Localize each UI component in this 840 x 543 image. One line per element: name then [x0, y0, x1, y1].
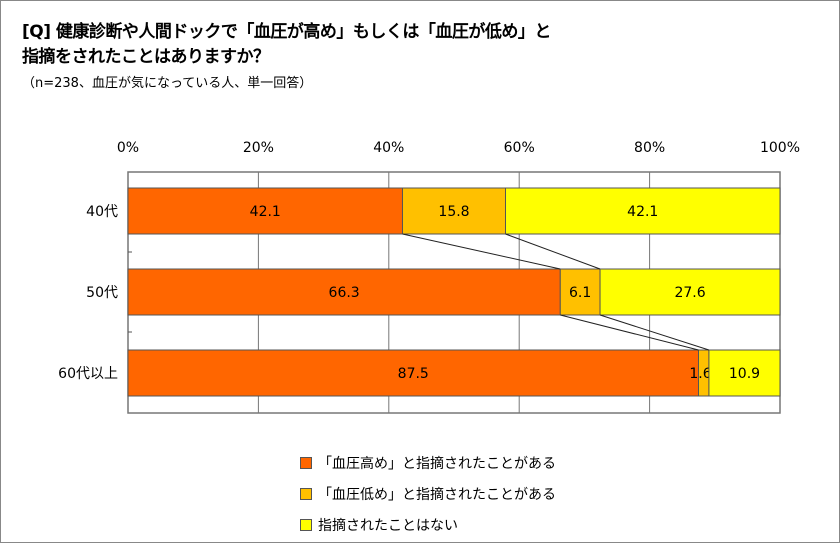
- x-tick-label: 40%: [373, 140, 404, 156]
- bar-segment: [559, 268, 601, 316]
- bar-segment: [127, 187, 403, 235]
- x-tick-label: 20%: [243, 140, 274, 156]
- data-label: 15.8: [438, 204, 469, 220]
- bar-segment: [127, 349, 699, 397]
- legend: 「血圧高め」と指摘されたことがある 「血圧低め」と指摘されたことがある 指摘され…: [300, 447, 556, 540]
- legend-swatch: [300, 456, 312, 469]
- data-label: 1.6: [689, 366, 711, 382]
- bar-segment: [127, 268, 561, 316]
- legend-item-low: 「血圧低め」と指摘されたことがある: [300, 478, 556, 509]
- data-label: 66.3: [329, 285, 360, 301]
- data-label: 87.5: [398, 366, 429, 382]
- x-tick-label: 60%: [504, 140, 535, 156]
- bar-segment: [708, 349, 781, 397]
- series-line: [505, 233, 601, 270]
- bar-segment: [505, 187, 781, 235]
- category-label: 40代: [86, 204, 118, 220]
- legend-label: 指摘されたことはない: [318, 517, 458, 534]
- chart-title-line-1: [Q] 健康診断や人間ドックで「血圧が高め」もしくは「血圧が低め」と: [22, 22, 551, 42]
- data-label: 27.6: [674, 285, 705, 301]
- legend-label: 「血圧低め」と指摘されたことがある: [318, 486, 556, 503]
- data-label: 10.9: [729, 366, 760, 382]
- x-tick-label: 80%: [634, 140, 665, 156]
- category-label: 60代以上: [58, 366, 118, 382]
- data-label: 42.1: [627, 204, 658, 220]
- series-line: [560, 314, 699, 351]
- x-tick-label: 0%: [117, 140, 139, 156]
- legend-swatch: [300, 487, 312, 500]
- bar-segment: [599, 268, 781, 316]
- chart-title: [Q] 健康診断や人間ドックで「血圧が高め」もしくは「血圧が低め」と 指摘をされ…: [22, 20, 551, 70]
- legend-item-none: 指摘されたことはない: [300, 509, 556, 540]
- bar-segment: [401, 187, 507, 235]
- legend-label: 「血圧高め」と指摘されたことがある: [318, 455, 556, 472]
- x-tick-label: 100%: [760, 140, 800, 156]
- chart-subtitle: （n=238、血圧が気になっている人、単一回答）: [22, 76, 313, 91]
- data-label: 42.1: [250, 204, 281, 220]
- data-label: 6.1: [569, 285, 591, 301]
- series-line: [599, 314, 710, 351]
- legend-swatch: [300, 518, 312, 531]
- legend-item-high: 「血圧高め」と指摘されたことがある: [300, 447, 556, 478]
- category-label: 50代: [86, 285, 118, 301]
- series-line: [402, 233, 561, 270]
- chart-title-line-2: 指摘をされたことはありますか？: [22, 47, 270, 67]
